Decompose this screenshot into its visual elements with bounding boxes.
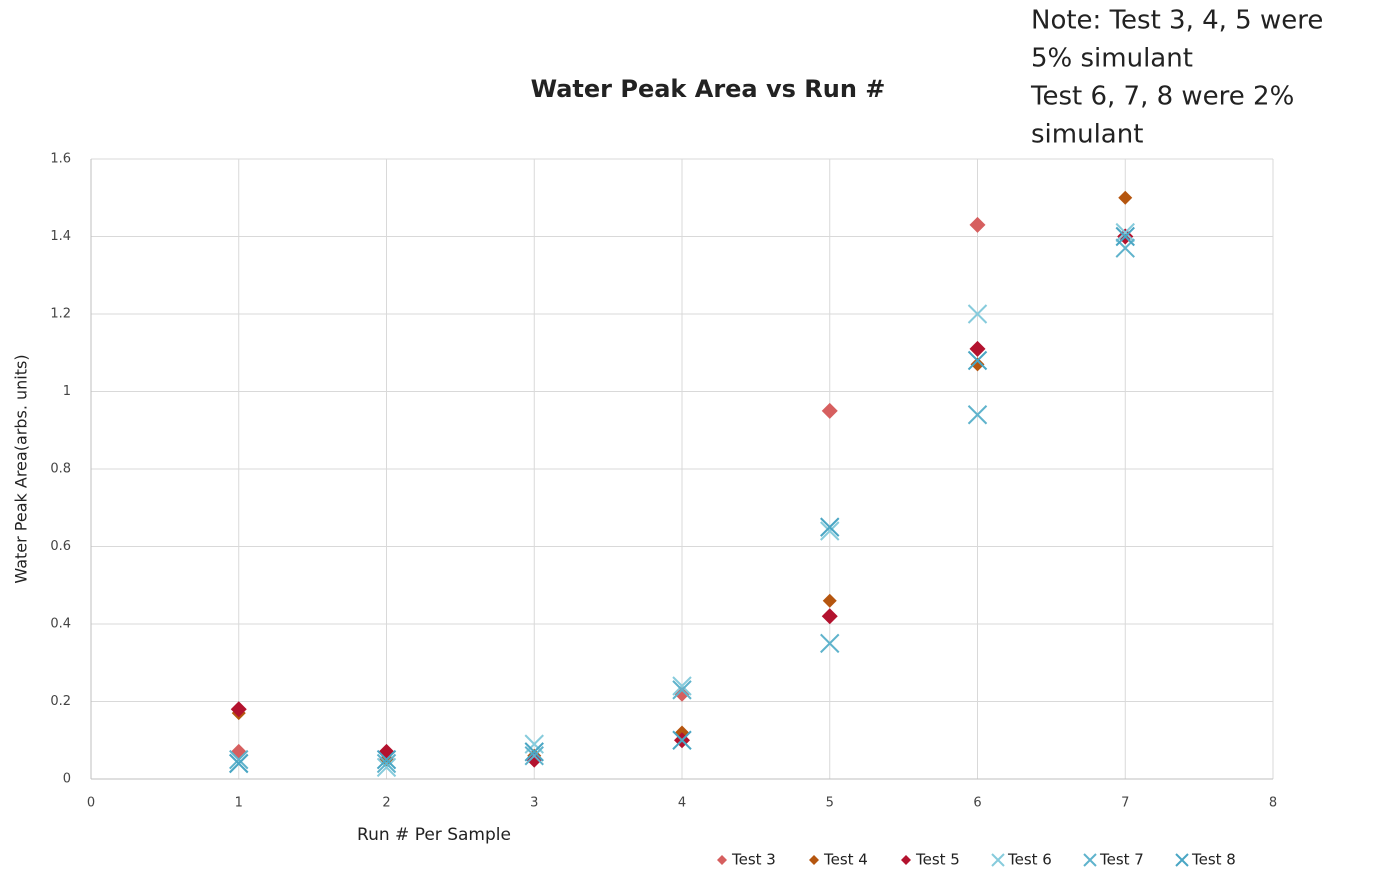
y-tick-label: 0	[63, 772, 71, 787]
marker	[822, 593, 837, 608]
marker	[969, 216, 986, 233]
legend-label: Test 5	[915, 851, 960, 869]
y-tick-label: 0.6	[50, 539, 71, 554]
annotation: simulant	[1031, 120, 1143, 150]
x-tick-label: 0	[87, 796, 95, 811]
x-axis-label: Run # Per Sample	[357, 825, 511, 845]
legend-label: Test 3	[731, 851, 776, 869]
annotation: 5% simulant	[1031, 44, 1193, 74]
marker	[820, 633, 840, 654]
x-tick-label: 1	[235, 796, 243, 811]
marker	[991, 853, 1005, 867]
marker	[1115, 226, 1135, 247]
legend-label: Test 4	[823, 851, 868, 869]
marker	[969, 340, 986, 357]
marker	[1083, 853, 1097, 867]
x-tick-label: 4	[678, 796, 686, 811]
annotation: Test 6, 7, 8 were 2%	[1030, 82, 1294, 112]
chart-title: Water Peak Area vs Run #	[531, 75, 886, 103]
y-tick-label: 1.6	[50, 152, 71, 167]
legend-label: Test 7	[1099, 851, 1144, 869]
marker	[672, 730, 692, 750]
marker	[967, 405, 988, 425]
marker	[524, 742, 544, 762]
marker	[229, 749, 249, 770]
y-tick-label: 0.2	[50, 694, 71, 709]
x-tick-label: 6	[973, 796, 981, 811]
y-tick-label: 1	[63, 384, 71, 399]
x-tick-label: 7	[1121, 796, 1129, 811]
x-tick-label: 2	[382, 796, 390, 811]
marker	[901, 855, 911, 865]
marker	[674, 685, 690, 702]
marker	[820, 517, 840, 537]
marker	[376, 753, 397, 774]
y-tick-label: 1.2	[50, 307, 71, 322]
y-tick-label: 0.8	[50, 462, 71, 477]
y-axis-label: Water Peak Area(arbs. units)	[12, 354, 31, 583]
x-tick-label: 8	[1269, 796, 1277, 811]
marker	[376, 757, 397, 778]
y-tick-label: 1.4	[50, 229, 71, 244]
marker	[526, 751, 543, 768]
marker	[820, 521, 840, 541]
marker	[967, 304, 988, 324]
y-tick-label: 0.4	[50, 617, 71, 632]
x-tick-label: 3	[530, 796, 538, 811]
marker	[970, 357, 985, 372]
marker	[821, 608, 838, 625]
marker	[967, 350, 988, 371]
marker	[376, 749, 397, 770]
marker	[821, 402, 838, 419]
marker	[1118, 190, 1133, 205]
marker	[672, 676, 692, 696]
marker	[1175, 853, 1189, 867]
annotation: Note: Test 3, 4, 5 were	[1031, 6, 1323, 36]
x-tick-label: 5	[826, 796, 834, 811]
marker	[230, 701, 247, 718]
marker	[717, 855, 727, 865]
legend-label: Test 6	[1007, 851, 1052, 869]
marker	[1115, 222, 1135, 243]
marker	[672, 680, 692, 700]
marker	[524, 746, 544, 766]
marker	[809, 855, 819, 865]
marker	[229, 753, 249, 774]
legend-label: Test 8	[1191, 851, 1236, 869]
